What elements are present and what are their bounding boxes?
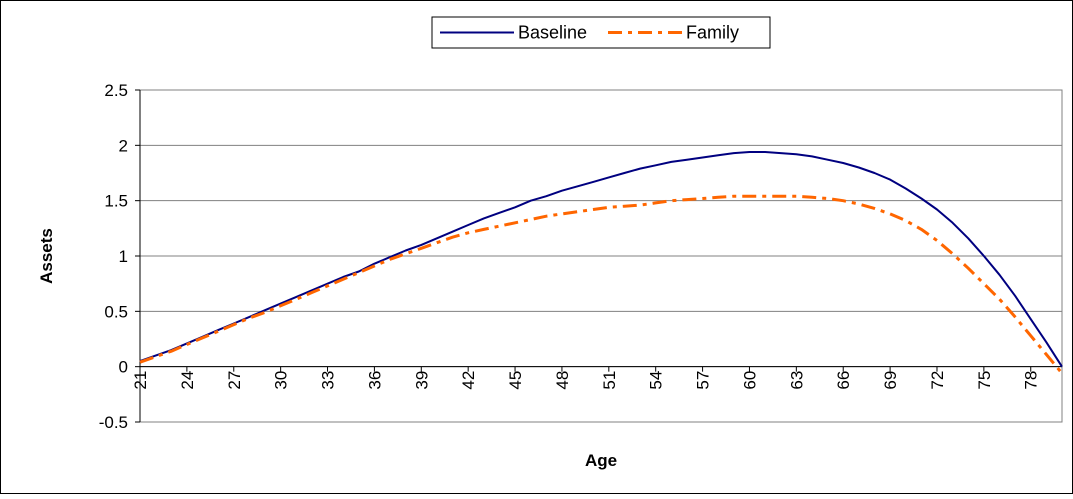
y-tick-label: 2.5 xyxy=(104,81,128,100)
y-tick-label: 1 xyxy=(119,247,128,266)
x-tick-label: 75 xyxy=(975,371,994,390)
x-tick-label: 36 xyxy=(365,371,384,390)
x-axis-label: Age xyxy=(585,451,617,470)
x-tick-label: 24 xyxy=(178,371,197,390)
x-tick-label: 27 xyxy=(225,371,244,390)
y-tick-label: -0.5 xyxy=(99,413,128,432)
y-axis-label: Assets xyxy=(37,228,56,284)
y-tick-label: 0 xyxy=(119,358,128,377)
legend-label-baseline: Baseline xyxy=(518,23,587,43)
x-tick-label: 30 xyxy=(272,371,291,390)
x-tick-label: 57 xyxy=(694,371,713,390)
legend: Baseline Family xyxy=(431,16,771,49)
x-tick-label: 45 xyxy=(506,371,525,390)
x-tick-label: 66 xyxy=(834,371,853,390)
x-tick-label: 69 xyxy=(881,371,900,390)
legend-label-family: Family xyxy=(686,23,739,43)
x-tick-label: 48 xyxy=(553,371,572,390)
series-line-family xyxy=(139,194,1064,375)
x-tick-label: 63 xyxy=(787,371,806,390)
x-tick-label: 42 xyxy=(459,371,478,390)
x-tick-label: 51 xyxy=(600,371,619,390)
y-tick-label: 1.5 xyxy=(104,192,128,211)
x-tick-label: 72 xyxy=(928,371,947,390)
y-tick-label: 0.5 xyxy=(104,302,128,321)
x-tick-label: 21 xyxy=(131,371,150,390)
x-tick-label: 78 xyxy=(1022,371,1041,390)
x-tick-label: 33 xyxy=(319,371,338,390)
y-tick-label: 2 xyxy=(119,136,128,155)
x-tick-label: 54 xyxy=(647,371,666,390)
x-tick-label: 60 xyxy=(740,371,759,390)
plot-area: -0.5 0 0.5 1 1.5 2 2.5 21 24 27 30 33 36 39 42 45 48 51 54… xyxy=(99,81,1064,432)
x-tick-label: 39 xyxy=(412,371,431,390)
series-line-baseline xyxy=(139,151,1063,368)
